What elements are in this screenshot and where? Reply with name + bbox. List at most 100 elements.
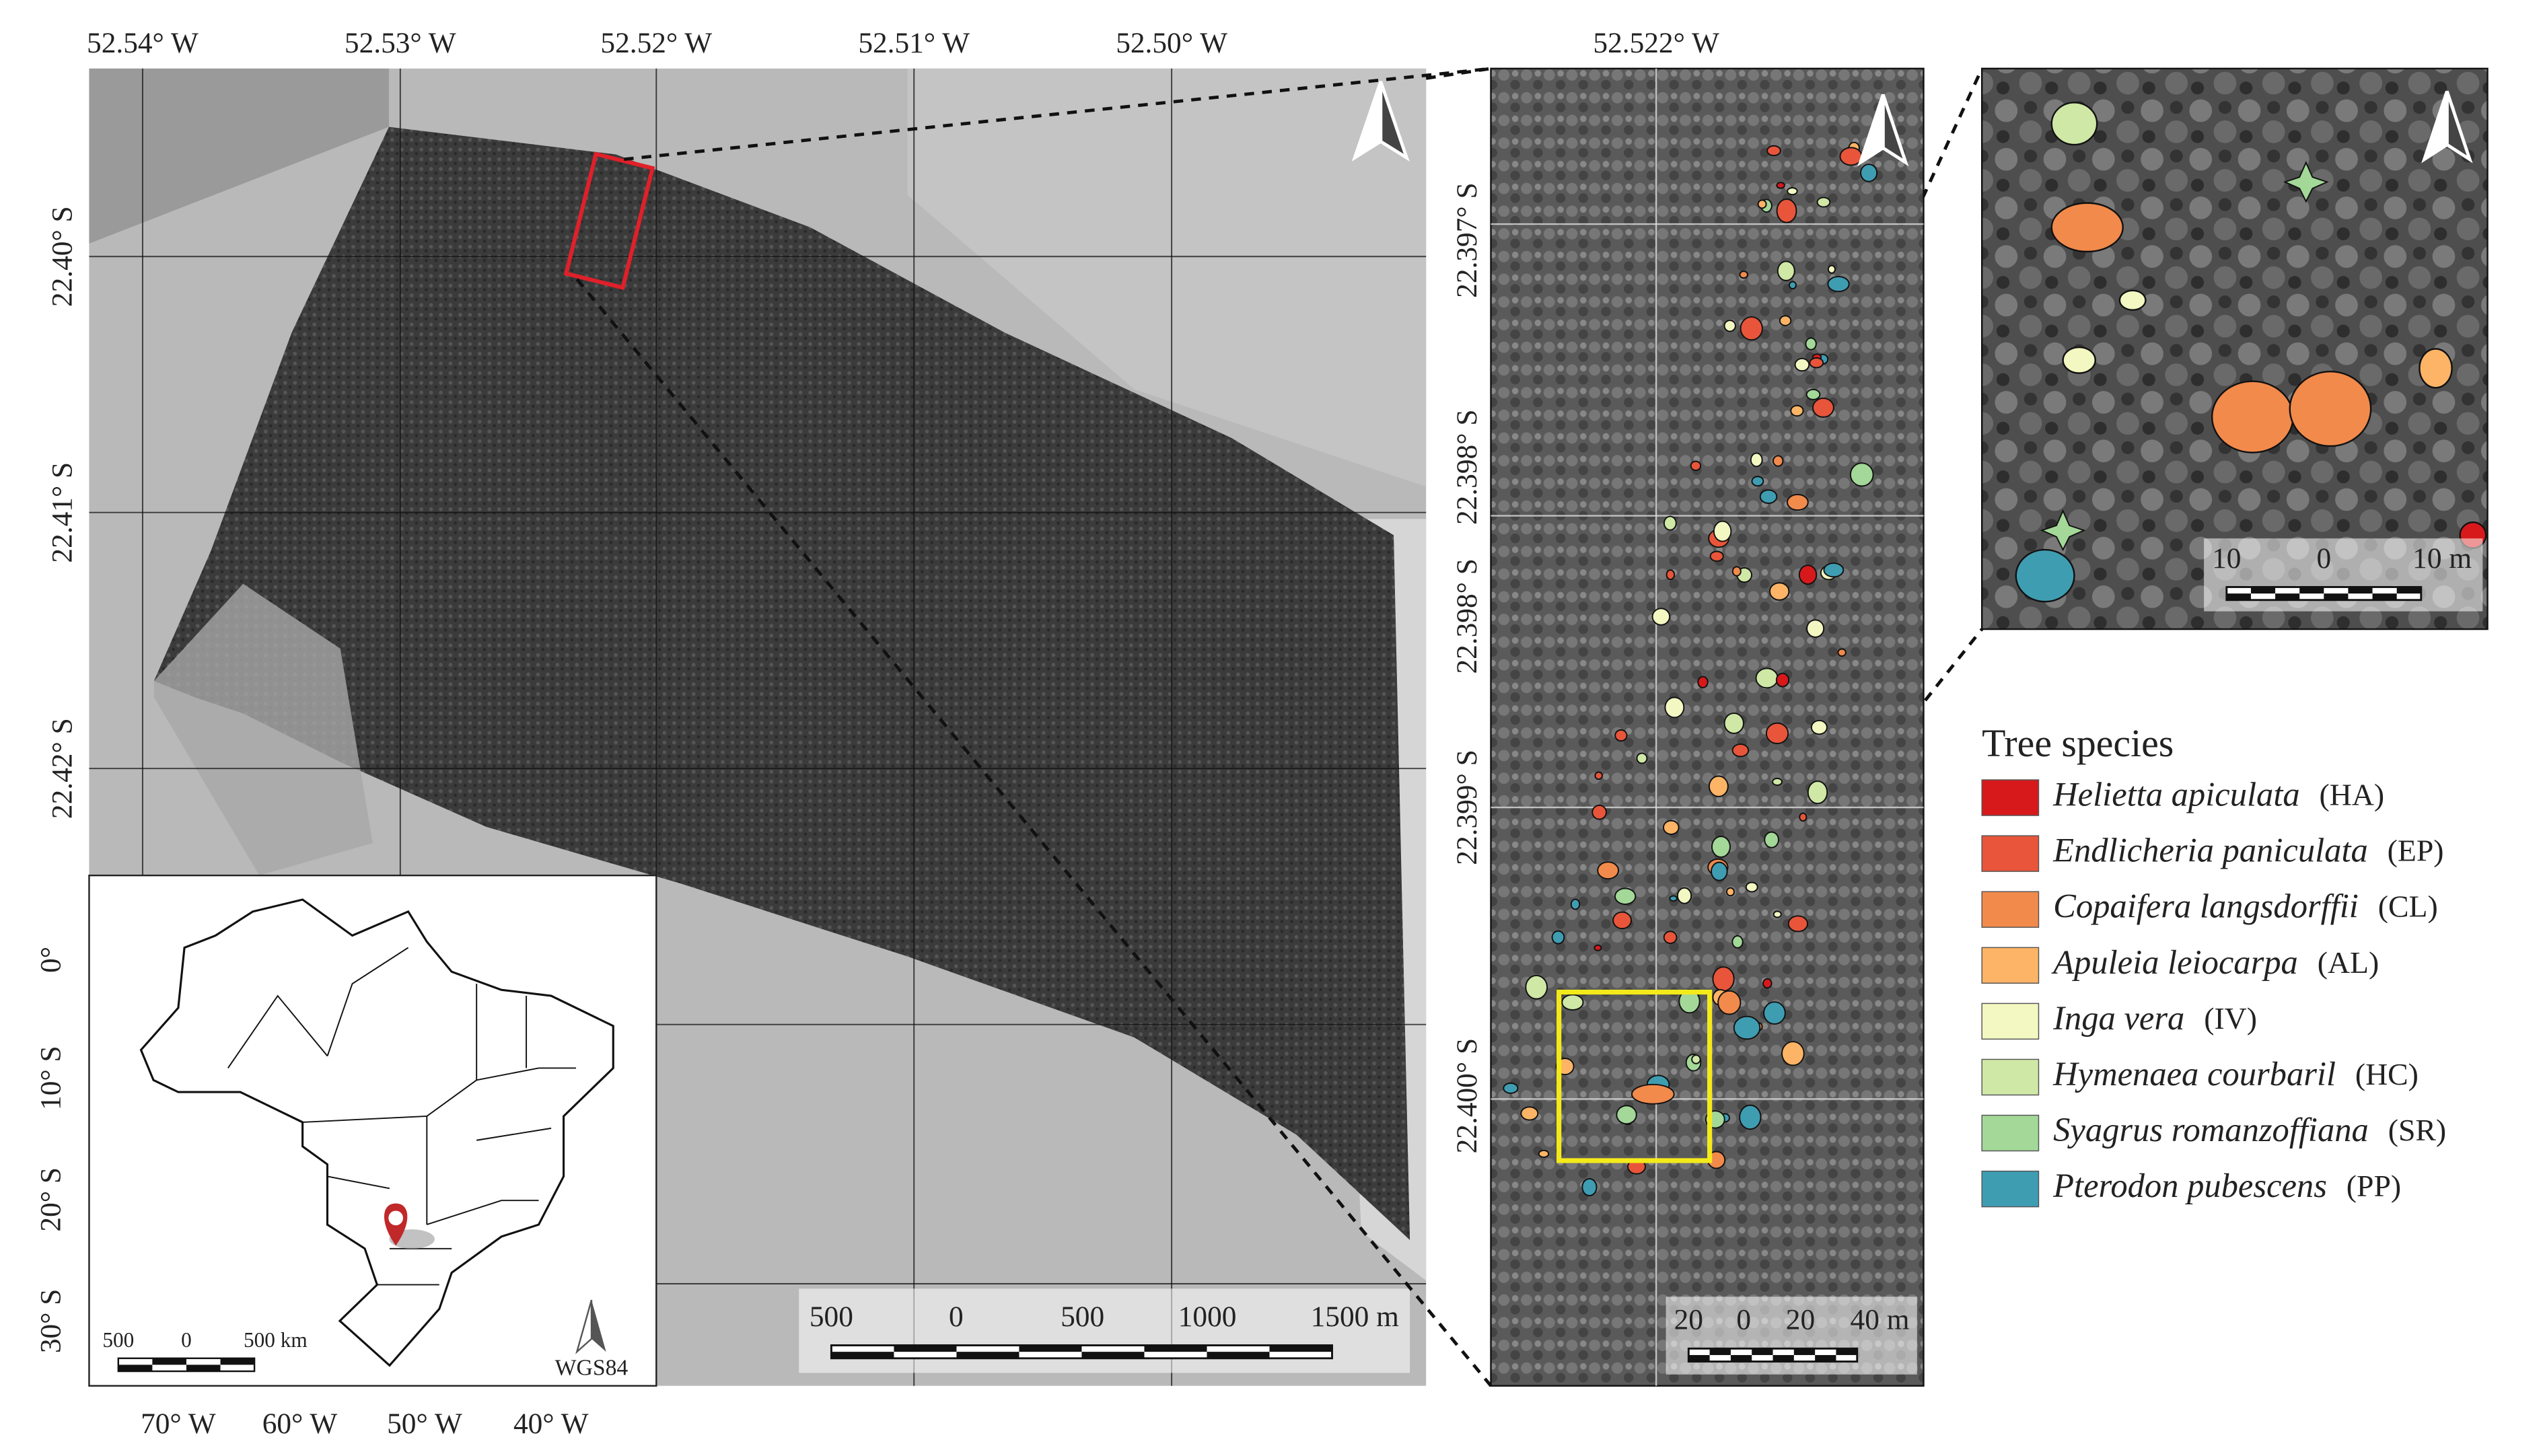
species-name: Helietta apiculata [2052, 775, 2300, 813]
forest [153, 126, 1410, 1240]
latitude-label: 10° S [34, 1046, 67, 1110]
latitude-label: 22.42° S [46, 718, 78, 819]
tree-crown [1768, 582, 1790, 601]
latitude-label: 22.41° S [46, 462, 78, 563]
tree-crown [1773, 455, 1784, 467]
scale-bar-segment [2372, 593, 2397, 600]
scale-bar-label: 20 [1674, 1304, 1703, 1336]
scale-bar-segment [2396, 587, 2421, 594]
tree-crown [1616, 1105, 1637, 1125]
field [89, 68, 389, 244]
species-code: (HA) [2320, 777, 2385, 811]
scale-bar-label: 500 [102, 1328, 134, 1352]
legend-swatch [1981, 1058, 2040, 1096]
latitude-label: 22.399° S [1451, 750, 1483, 865]
tree-crown [1663, 515, 1677, 531]
tree-crown [1809, 357, 1824, 369]
study-area-box [563, 151, 655, 291]
north-arrow [1351, 81, 1410, 161]
tree-crown [2118, 289, 2147, 311]
tree-crown [1799, 812, 1808, 822]
scale-bar: 10 0 10 m [2212, 542, 2472, 602]
tree-crown [1860, 163, 1878, 182]
species-name: Copaifera langsdorffii [2053, 887, 2359, 924]
tree-crown [1812, 397, 1834, 418]
tree-crown [1731, 743, 1750, 758]
latitude-label: 0° [34, 947, 67, 973]
tree-crown [1759, 489, 1778, 504]
species-name: Pterodon pubescens [2052, 1167, 2327, 1204]
longitude-label: 52.52° W [600, 27, 712, 59]
location-pin-hole [388, 1210, 403, 1226]
field [907, 68, 1427, 487]
state-border [476, 1127, 552, 1141]
state-border [327, 1175, 390, 1190]
scale-bar-label: 40 m [1851, 1304, 1910, 1336]
tree-crown [1776, 182, 1785, 189]
tree-crown [1520, 1106, 1539, 1121]
scale-bar-segment [1752, 1348, 1773, 1355]
tree-crown [1711, 861, 1728, 881]
scale-bar-label: 20 [1786, 1304, 1815, 1336]
tree-crown [1690, 460, 1702, 472]
tree-crown [1798, 565, 1818, 585]
tree-crown [1723, 320, 1736, 332]
scale-bar-segment [1081, 1352, 1145, 1358]
tree-crown [1614, 729, 1628, 742]
tree-crown [1612, 911, 1633, 930]
scale-bar-segment [1793, 1348, 1816, 1355]
tree-crown [1651, 608, 1671, 626]
latitude-label: 20° S [34, 1167, 67, 1232]
species-name: Syagrus romanzoffiana [2053, 1111, 2369, 1149]
tree-crown [1709, 550, 1724, 562]
scale-bar-segment [2348, 587, 2373, 594]
tree-crown [1837, 648, 1847, 657]
tree-crown [1810, 719, 1828, 735]
inset-north-arrow [575, 1299, 606, 1354]
scale-bar-segment [1836, 1348, 1857, 1355]
tree-crown [1787, 915, 1809, 933]
tree-crown [1757, 199, 1767, 209]
tree-crown [1750, 452, 1763, 468]
tree-crowns [1503, 141, 1900, 1196]
tree-crown [1733, 1015, 1761, 1040]
tree-crown [1805, 337, 1817, 351]
latitude-label: 22.397° S [1451, 182, 1483, 297]
scale-bar-segment [1815, 1354, 1836, 1362]
species-name: Hymenaea courbaril [2052, 1055, 2336, 1093]
scale-bar-segment [956, 1352, 1019, 1358]
tree-crown [2050, 202, 2124, 253]
scale-bar-label: 0 [181, 1328, 192, 1352]
tree-crown [1773, 910, 1782, 918]
tree-crown [1561, 994, 1584, 1011]
scale-bar-segment [2324, 593, 2349, 600]
scale-bar-segment [1144, 1345, 1207, 1352]
tree-crown [1597, 861, 1619, 880]
tree-crown [1807, 780, 1828, 805]
scale-bar-label: 500 [1061, 1301, 1104, 1333]
tree-crown [1764, 831, 1779, 848]
legend-swatch [1981, 1170, 2040, 1208]
tree-crown [1538, 1149, 1550, 1158]
tree-crown [1739, 270, 1748, 279]
tree-crown [1779, 315, 1792, 326]
scale-bar-segment [1730, 1354, 1752, 1362]
tree-crown [1663, 820, 1680, 835]
tree-crown [1725, 887, 1735, 897]
tree-crown [2289, 371, 2372, 447]
state-border [326, 947, 409, 1056]
inset-content: 500 0 500 km WGS84 [102, 898, 628, 1380]
tree-crown [1787, 494, 1809, 511]
legend-swatch [1981, 779, 2040, 816]
scale-bar-segment [894, 1345, 957, 1352]
tree-crown [1525, 975, 1548, 1000]
scale-bar: 20 0 20 40 m [1674, 1304, 1910, 1363]
species-code: (AL) [2318, 945, 2379, 979]
tree-crown [1631, 1083, 1675, 1105]
scale-bar-segment [2226, 593, 2251, 600]
tree-crown [1664, 696, 1685, 719]
scale-bar-segment [831, 1352, 894, 1358]
tree-crown [1591, 804, 1607, 820]
scale-bar-segment [1773, 1354, 1794, 1362]
species-code: (SR) [2388, 1113, 2446, 1147]
